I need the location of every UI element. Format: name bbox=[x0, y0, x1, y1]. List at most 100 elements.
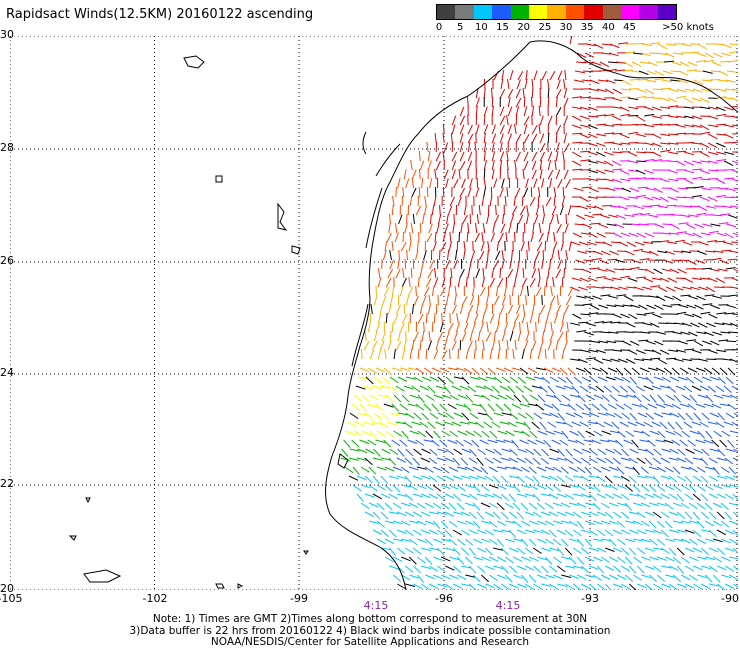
wind-barb bbox=[693, 79, 704, 85]
wind-barb bbox=[628, 493, 639, 497]
wind-barb bbox=[588, 178, 599, 181]
wind-barb bbox=[639, 439, 650, 443]
wind-barb bbox=[469, 295, 475, 306]
wind-barb bbox=[604, 151, 614, 156]
wind-barb bbox=[709, 565, 718, 573]
wind-barb bbox=[425, 312, 428, 324]
wind-barb bbox=[585, 574, 596, 578]
wind-barb bbox=[551, 205, 557, 216]
legend-swatch bbox=[510, 5, 529, 19]
wind-barb bbox=[447, 250, 450, 261]
wind-barb bbox=[459, 115, 466, 126]
wind-barb bbox=[491, 385, 500, 394]
wind-barb bbox=[638, 339, 649, 342]
wind-barb bbox=[401, 556, 411, 562]
wind-barb bbox=[674, 322, 685, 325]
wind-barb bbox=[732, 547, 738, 554]
wind-barb bbox=[535, 403, 545, 411]
wind-barb bbox=[676, 547, 685, 556]
wind-barb bbox=[602, 204, 613, 207]
wind-barb bbox=[596, 529, 606, 537]
wind-barb bbox=[596, 142, 606, 147]
wind-barb bbox=[404, 565, 414, 573]
wind-barb bbox=[520, 538, 529, 547]
wind-barb bbox=[656, 574, 666, 582]
wind-barb bbox=[564, 70, 567, 81]
wind-barb bbox=[559, 403, 570, 407]
wind-barb bbox=[425, 278, 432, 288]
wind-barb bbox=[396, 547, 406, 555]
wind-barb bbox=[464, 484, 475, 489]
wind-barb bbox=[564, 511, 575, 517]
wind-barb bbox=[715, 194, 726, 198]
wind-barb bbox=[627, 421, 638, 427]
wind-barb bbox=[655, 403, 666, 409]
wind-barb bbox=[524, 511, 535, 516]
wind-barb bbox=[671, 367, 680, 376]
wind-barb bbox=[695, 367, 706, 372]
wind-barb bbox=[632, 484, 641, 493]
wind-barb bbox=[584, 331, 594, 336]
wind-barb bbox=[380, 493, 391, 499]
wind-barb bbox=[687, 259, 697, 265]
wind-barb bbox=[700, 547, 709, 556]
wind-barb bbox=[692, 529, 701, 537]
wind-barb bbox=[479, 250, 485, 261]
wind-barb bbox=[633, 430, 644, 434]
wind-barb bbox=[428, 475, 438, 483]
wind-barb bbox=[712, 214, 723, 217]
wind-barb bbox=[437, 583, 448, 588]
wind-barb bbox=[643, 277, 654, 283]
wind-barb bbox=[555, 89, 562, 99]
wind-barb bbox=[540, 511, 551, 516]
wind-barb bbox=[548, 475, 559, 481]
wind-barb bbox=[593, 43, 604, 49]
wind-barb bbox=[637, 78, 649, 81]
wind-barb bbox=[652, 475, 661, 484]
wind-barb bbox=[729, 556, 738, 560]
wind-barb bbox=[532, 223, 535, 234]
wind-barb bbox=[467, 133, 474, 144]
wind-barb bbox=[617, 205, 628, 210]
wind-barb bbox=[355, 421, 366, 427]
wind-barb bbox=[705, 286, 716, 293]
wind-barb bbox=[640, 520, 650, 527]
wind-barb bbox=[463, 367, 473, 375]
wind-barb bbox=[624, 574, 634, 582]
wind-barb bbox=[627, 277, 638, 282]
wind-barb bbox=[704, 466, 715, 470]
wind-barb bbox=[481, 277, 485, 288]
wind-barb bbox=[665, 556, 675, 562]
wind-barb bbox=[644, 169, 654, 174]
wind-barb bbox=[483, 304, 488, 315]
wind-barb bbox=[732, 457, 738, 461]
wind-barb bbox=[487, 367, 496, 375]
wind-barb bbox=[597, 583, 606, 590]
wind-barb bbox=[536, 367, 546, 371]
wind-barb bbox=[682, 205, 693, 208]
wind-barb bbox=[516, 223, 519, 234]
wind-barb bbox=[427, 160, 432, 171]
wind-barb bbox=[396, 493, 407, 497]
wind-barb bbox=[545, 574, 555, 579]
wind-barb bbox=[364, 475, 373, 484]
wind-barb bbox=[567, 403, 576, 411]
wind-barb bbox=[422, 214, 425, 225]
wind-barb bbox=[669, 376, 680, 382]
wind-barb bbox=[456, 538, 466, 546]
wind-barb bbox=[656, 52, 667, 56]
wind-barb bbox=[565, 179, 571, 189]
wind-barb bbox=[648, 502, 659, 506]
wind-barb bbox=[670, 223, 680, 230]
wind-barb bbox=[436, 529, 446, 537]
wind-barb bbox=[626, 286, 637, 289]
wind-barb bbox=[692, 97, 702, 102]
wind-barb bbox=[365, 376, 374, 385]
wind-barb bbox=[602, 241, 613, 247]
wind-barb bbox=[687, 403, 697, 411]
wind-barb bbox=[420, 475, 431, 480]
wind-barb bbox=[373, 448, 381, 457]
wind-barb bbox=[420, 529, 431, 535]
wind-barb bbox=[363, 340, 370, 351]
wind-barb bbox=[547, 151, 553, 162]
